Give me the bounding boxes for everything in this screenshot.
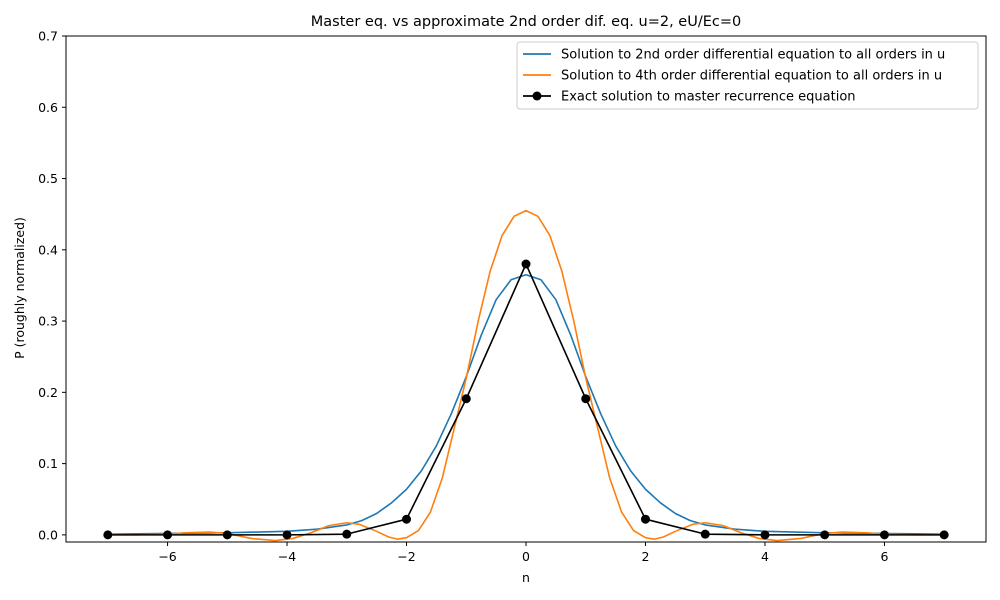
- series-3-marker: [939, 530, 949, 540]
- series-3-marker: [402, 514, 412, 524]
- y-tick-label: 0.3: [38, 314, 58, 329]
- series-3-marker: [640, 514, 650, 524]
- chart-title: Master eq. vs approximate 2nd order dif.…: [311, 14, 741, 30]
- series-3-marker: [103, 530, 113, 540]
- x-tick-label: 2: [642, 549, 650, 564]
- x-tick-label: −4: [278, 549, 296, 564]
- series-3-marker: [222, 530, 232, 540]
- series-3-marker: [581, 394, 591, 404]
- y-tick-label: 0.1: [38, 456, 58, 471]
- y-tick-label: 0.0: [38, 527, 58, 542]
- legend-label-1: Solution to 2nd order differential equat…: [561, 48, 945, 63]
- x-tick-label: 0: [522, 549, 530, 564]
- legend-box: [516, 41, 979, 110]
- x-tick-label: −2: [397, 549, 415, 564]
- y-tick-label: 0.7: [38, 29, 58, 44]
- series-3-marker: [163, 530, 173, 540]
- y-tick-label: 0.4: [38, 242, 58, 257]
- series-3-marker: [461, 394, 471, 404]
- legend-label-3: Exact solution to master recurrence equa…: [561, 90, 856, 105]
- x-tick-label: 4: [761, 549, 769, 564]
- series-3-marker: [700, 529, 710, 539]
- series-3-marker: [282, 530, 292, 540]
- y-tick-label: 0.5: [38, 171, 58, 186]
- series-3-marker: [521, 259, 531, 269]
- series-3-marker: [820, 530, 830, 540]
- y-axis-label: P (roughly normalized): [12, 217, 27, 359]
- x-tick-label: −6: [158, 549, 176, 564]
- legend-label-2: Solution to 4th order differential equat…: [561, 69, 942, 84]
- legend-marker-3: [532, 91, 542, 101]
- series-3-marker: [879, 530, 889, 540]
- series-3-marker: [760, 530, 770, 540]
- y-tick-label: 0.6: [38, 100, 58, 115]
- x-axis-label: n: [522, 570, 530, 585]
- plot-area: −6 −4 −2 0 2 4 6 0.0 0.1 0.2 0.3 0.4 0.5 0.6 0.7 Soluti…: [38, 29, 987, 564]
- x-tick-label: 6: [880, 549, 888, 564]
- series-3-marker: [342, 529, 352, 539]
- series-line-1: [107, 273, 945, 535]
- y-tick-label: 0.2: [38, 385, 58, 400]
